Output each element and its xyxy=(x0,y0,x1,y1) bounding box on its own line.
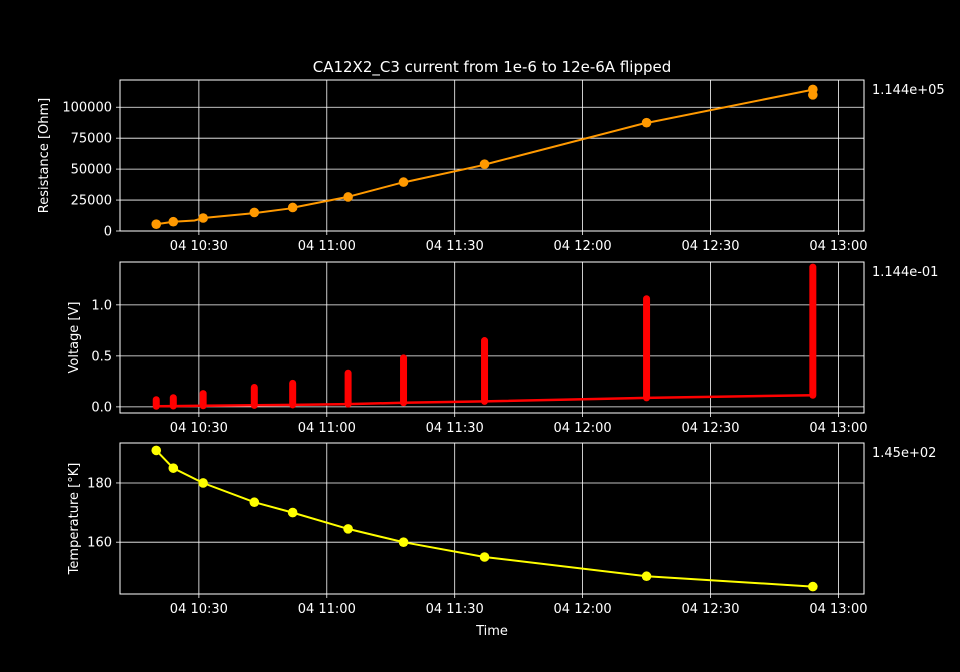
data-point xyxy=(343,524,353,534)
subplots: 04 10:30 04 11:00 04 11:30 04 12:00 04 12:30… xyxy=(37,79,945,617)
data-point xyxy=(287,507,298,518)
y-axis-label: Temperature [°K] xyxy=(67,463,82,576)
data-point xyxy=(808,581,818,592)
y-tick-label: 160 xyxy=(87,536,112,551)
axes-frame xyxy=(119,442,865,595)
y-axis-label: Voltage [V] xyxy=(67,302,82,374)
data-point xyxy=(641,117,652,128)
y-tick-label: 0.0 xyxy=(91,400,112,415)
x-tick-label: 04 10:30 xyxy=(170,602,228,617)
axes-frame xyxy=(119,261,865,414)
data-point xyxy=(398,177,409,187)
y-tick-label: 100000 xyxy=(62,101,112,116)
x-tick-label: 04 11:00 xyxy=(298,421,356,436)
y-tick-label: 0.5 xyxy=(91,349,112,364)
x-tick-label: 04 12:30 xyxy=(681,602,739,617)
data-point xyxy=(249,497,260,508)
data-point xyxy=(398,537,409,547)
subplot-1: 04 10:30 04 11:00 04 11:30 04 12:00 04 12:30… xyxy=(37,79,945,254)
data-point xyxy=(479,159,490,169)
y-tick-label: 180 xyxy=(87,476,112,491)
data-point xyxy=(343,192,353,202)
value-annotation: 1.144e-01 xyxy=(872,265,938,280)
data-point xyxy=(151,219,162,229)
data-point xyxy=(168,216,179,227)
figure-title: CA12X2_C3 current from 1e-6 to 12e-6A fl… xyxy=(313,58,672,77)
x-tick-label: 04 10:30 xyxy=(170,239,228,254)
x-tick-label: 04 12:00 xyxy=(554,602,612,617)
value-annotation: 1.144e+05 xyxy=(872,83,945,98)
x-tick-label: 04 11:30 xyxy=(426,239,484,254)
x-tick-label: 04 11:30 xyxy=(426,602,484,617)
data-point xyxy=(198,478,208,488)
y-axis-label: Resistance [Ohm] xyxy=(37,98,52,213)
plot-area xyxy=(152,263,817,410)
data-point xyxy=(287,202,298,213)
x-tick-label: 04 12:00 xyxy=(554,239,612,254)
data-point xyxy=(641,571,652,582)
plot-area xyxy=(151,84,818,229)
axes-frame xyxy=(119,79,865,232)
x-tick-label: 04 13:00 xyxy=(809,421,867,436)
x-axis-label: Time xyxy=(475,624,508,639)
x-tick-label: 04 13:00 xyxy=(809,239,867,254)
series-line xyxy=(155,449,813,588)
y-tick-label: 1.0 xyxy=(91,298,112,313)
plot-area xyxy=(151,445,818,592)
value-annotation: 1.45e+02 xyxy=(872,446,936,461)
data-point xyxy=(168,463,179,473)
data-point xyxy=(808,84,818,95)
data-point xyxy=(151,445,162,456)
x-tick-label: 04 10:30 xyxy=(170,421,228,436)
y-tick-label: 75000 xyxy=(71,132,112,147)
y-tick-label: 25000 xyxy=(71,194,112,209)
subplot-3: 04 10:30 04 11:00 04 11:30 04 12:00 04 12:30… xyxy=(67,442,936,617)
x-tick-label: 04 13:00 xyxy=(809,602,867,617)
y-tick-label: 0 xyxy=(104,225,112,240)
data-point xyxy=(479,552,490,562)
x-tick-label: 04 12:00 xyxy=(554,421,612,436)
x-tick-label: 04 12:30 xyxy=(681,421,739,436)
x-tick-label: 04 11:00 xyxy=(298,602,356,617)
series-line xyxy=(156,393,813,408)
data-point xyxy=(249,207,260,218)
x-tick-label: 04 12:30 xyxy=(681,239,739,254)
subplot-2: 04 10:30 04 11:00 04 11:30 04 12:00 04 12:30… xyxy=(67,261,938,436)
x-tick-label: 04 11:00 xyxy=(298,239,356,254)
y-tick-label: 50000 xyxy=(71,163,112,178)
data-point xyxy=(198,213,208,223)
x-tick-label: 04 11:30 xyxy=(426,421,484,436)
